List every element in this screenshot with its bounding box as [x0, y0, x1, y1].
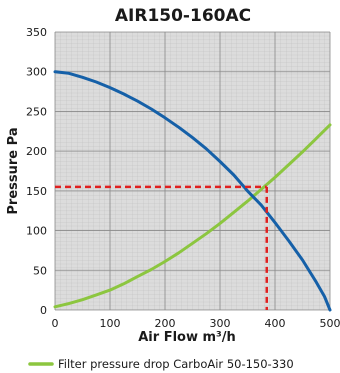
x-tick-labels: 0 100 200 300 400 500: [52, 317, 340, 330]
x-tick-label: 200: [155, 317, 176, 330]
series-layer: [53, 70, 332, 312]
y-tick-label: 200: [26, 145, 47, 158]
y-tick-label: 0: [40, 304, 47, 317]
legend-label-filter: Filter pressure drop CarboAir 50-150-330: [58, 357, 294, 371]
x-tick-label: 300: [210, 317, 231, 330]
y-tick-label: 300: [26, 66, 47, 79]
minor-grid: [55, 32, 330, 310]
major-grid: [54, 31, 331, 311]
x-axis-title: Air Flow m³/h: [138, 330, 236, 345]
x-tick-label: 0: [52, 317, 59, 330]
y-axis-title: Pressure Pa: [6, 127, 21, 214]
y-tick-label: 100: [26, 225, 47, 238]
y-tick-label: 350: [26, 26, 47, 39]
annotation-layer: [55, 185, 268, 310]
x-tick-label: 100: [100, 317, 121, 330]
series-line-filter: [53, 123, 332, 309]
y-tick-labels: 0 50 100 150 200 250 300 350: [26, 26, 47, 317]
y-tick-label: 50: [33, 264, 47, 277]
series-line-fan-curve: [53, 70, 332, 312]
chart-title: AIR150-160AC: [115, 6, 251, 26]
y-tick-label: 150: [26, 185, 47, 198]
legend: Filter pressure drop CarboAir 50-150-330: [28, 357, 294, 371]
x-tick-label: 400: [265, 317, 286, 330]
x-tick-label: 500: [320, 317, 340, 330]
y-tick-label: 250: [26, 105, 47, 118]
